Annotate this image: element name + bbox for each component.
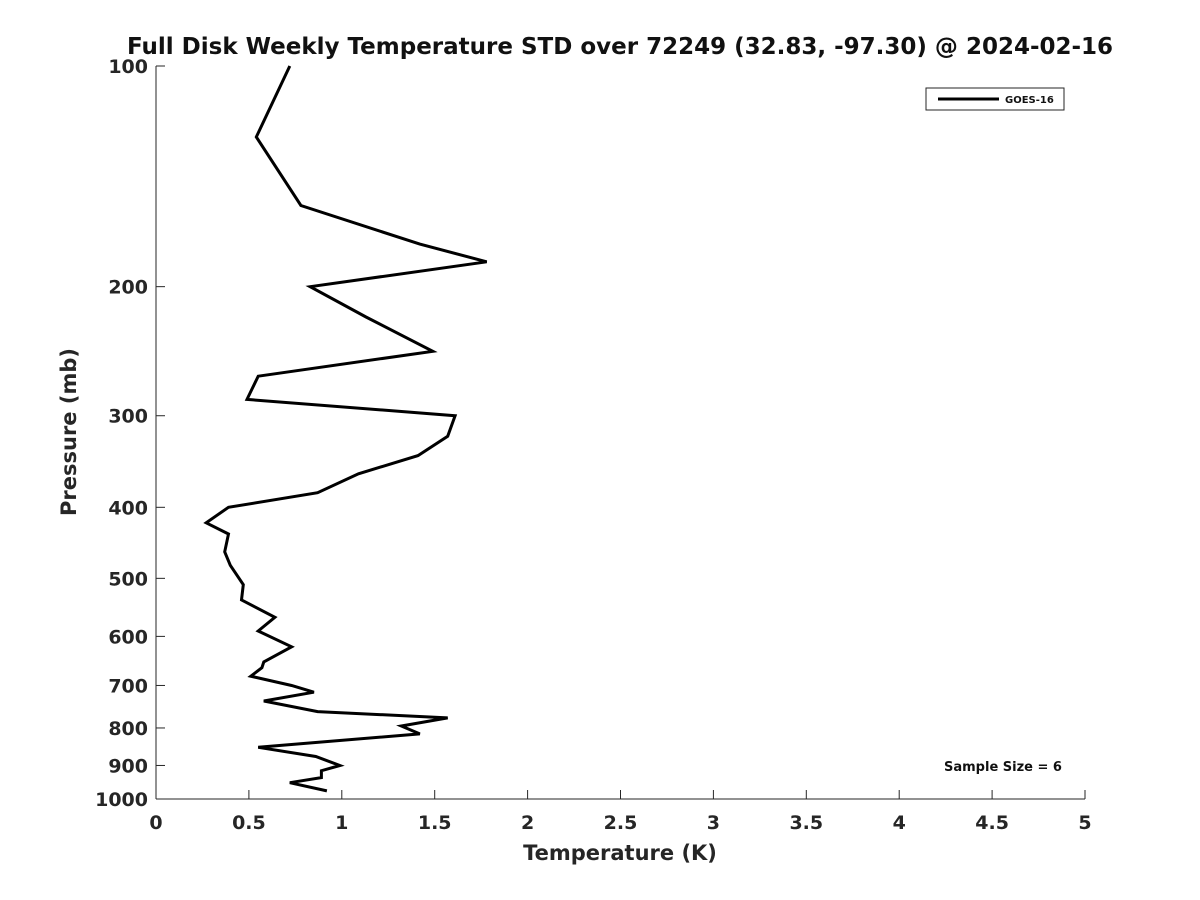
y-tick-label: 400 (108, 497, 148, 519)
y-tick-label: 100 (108, 56, 148, 78)
x-tick-label: 5 (1078, 812, 1091, 834)
series-line-goes-16 (203, 65, 488, 793)
legend-label: GOES-16 (1005, 95, 1054, 106)
sample-size-annotation: Sample Size = 6 (944, 760, 1062, 775)
x-tick-label: 4.5 (975, 812, 1009, 834)
y-tick-label: 500 (108, 568, 148, 590)
x-tick-label: 3.5 (789, 812, 823, 834)
x-tick-label: 4 (893, 812, 906, 834)
y-tick-label: 300 (108, 406, 148, 428)
y-tick-label: 600 (108, 626, 148, 648)
y-tick-label: 1000 (95, 789, 148, 811)
x-tick-label: 1.5 (418, 812, 452, 834)
x-tick-label: 3 (707, 812, 720, 834)
x-tick-label: 0 (149, 812, 162, 834)
y-tick-label: 200 (108, 277, 148, 299)
y-axis-label: Pressure (mb) (57, 348, 81, 516)
y-tick-label: 900 (108, 755, 148, 777)
x-axis-label: Temperature (K) (523, 841, 717, 865)
y-tick-label: 800 (108, 718, 148, 740)
y-tick-label: 700 (108, 675, 148, 697)
chart-title: Full Disk Weekly Temperature STD over 72… (127, 34, 1113, 60)
x-tick-label: 2.5 (604, 812, 638, 834)
legend: GOES-16 (925, 87, 1065, 111)
y-tick-group: 100 200 300 400 500 600 700 800 900 1000 (95, 56, 165, 811)
x-tick-group: 0 0.5 1 1.5 2 2.5 3 3.5 4 4.5 5 (149, 790, 1092, 834)
x-tick-label: 0.5 (232, 812, 266, 834)
x-tick-label: 2 (521, 812, 534, 834)
x-tick-label: 1 (335, 812, 348, 834)
plot-area (156, 66, 1085, 799)
